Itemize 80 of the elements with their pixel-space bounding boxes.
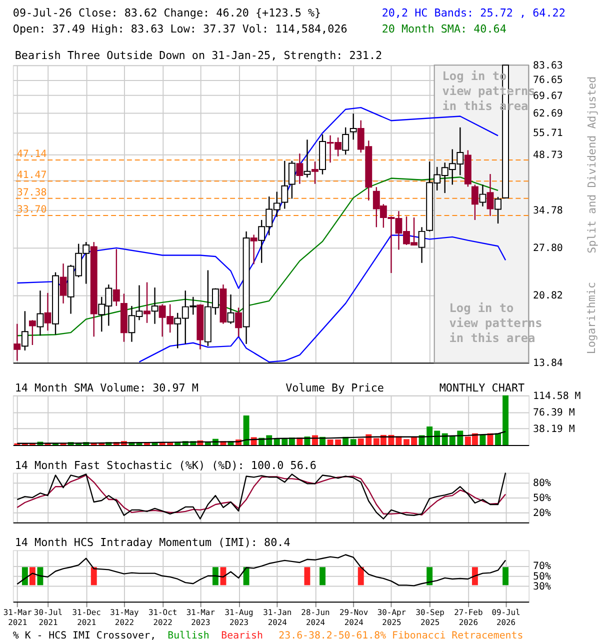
x-tick-label: 31-Aug 2023 <box>224 608 254 627</box>
x-tick-label: 31-Mar 2021 <box>3 608 32 627</box>
y-tick-label: 50% <box>533 493 551 504</box>
candlestick <box>342 126 350 156</box>
bar <box>243 415 250 445</box>
candlestick <box>36 290 44 336</box>
y-tick-label: 20% <box>533 508 551 519</box>
x-tick-label: 31-Dec 2021 <box>72 608 102 627</box>
x-tick-label: 31-Jan 2024 <box>263 608 292 627</box>
y-axis-title: Split and Dividend Adjusted <box>586 76 599 254</box>
x-tick-label: 29-Nov 2024 <box>340 608 368 627</box>
candlestick <box>28 320 36 346</box>
line-series <box>16 554 506 586</box>
ref-line-label: 47.14 <box>16 148 47 160</box>
candlestick <box>296 152 304 184</box>
text: MONTHLY CHART <box>439 381 526 394</box>
candlestick <box>60 262 67 304</box>
candlestick <box>144 282 150 324</box>
y-tick-label: 38.19 M <box>533 424 575 435</box>
text: 23.6-38.2-50-61.8% Fibonacci Retracements <box>278 630 524 640</box>
y-tick-label: 62.69 <box>533 108 563 120</box>
y-tick-label: 114.58 M <box>533 390 581 402</box>
text: 20 Month SMA: 40.64 <box>382 22 507 36</box>
text: Bearish <box>221 630 263 640</box>
candlestick <box>288 160 296 200</box>
candlestick <box>235 307 242 338</box>
y-tick-label: 27.80 <box>533 242 563 254</box>
x-tick-label: 31-Mar 2023 <box>186 608 216 627</box>
text: 14 Month SMA Volume: 30.97 M <box>14 381 199 394</box>
bar <box>480 434 486 445</box>
x-tick-label: 28-Jun 2024 <box>301 608 330 627</box>
candlestick <box>304 139 311 178</box>
x-tick-label: 30-Jul 2021 <box>34 608 63 627</box>
x-tick-label: 09-Jul 2026 <box>492 608 520 627</box>
chart-subtitle: Open: 37.49 High: 83.63 Low: 37.37 Vol: 114,584,026 <box>12 22 348 36</box>
x-tick-label: 31-May 2022 <box>110 608 139 627</box>
y-tick-label: 70% <box>533 561 551 572</box>
candlestick <box>250 234 258 265</box>
y-tick-label: 55.71 <box>533 128 563 139</box>
candlestick <box>14 323 21 362</box>
candlestick <box>350 112 357 140</box>
x-tick-label: 27-Feb 2026 <box>454 608 483 627</box>
candlestick <box>227 294 234 324</box>
text: Volume By Price <box>286 381 384 394</box>
candlestick <box>21 310 28 352</box>
text: 14 Month HCS Intraday Momentum (IMI): 80.4 <box>14 536 291 550</box>
x-tick-label: 30-Apr 2025 <box>377 608 406 627</box>
y-tick-label: 20.82 <box>533 290 563 302</box>
candlestick <box>312 160 318 184</box>
text: 14 Month Fast Stochastic (%K) (%D): 100.0 56.6 <box>14 458 316 472</box>
text: Logarithmic <box>585 282 598 354</box>
y-tick-label: 13.84 <box>533 358 563 370</box>
chart-title: 09-Jul-26 Close: 83.62 Change: 46.20 {+123.5 %} <box>12 6 322 20</box>
bar <box>350 439 356 445</box>
x-tick-label: 30-Sep 2025 <box>416 608 445 627</box>
text: Bullish <box>168 630 210 640</box>
candlestick <box>471 184 478 221</box>
candlestick <box>151 286 158 324</box>
y-tick-label: 30% <box>533 582 551 593</box>
ref-line-label: 33.70 <box>16 204 47 216</box>
candlestick <box>418 226 426 264</box>
candlestick <box>112 248 120 307</box>
x-tick-label: 31-Oct 2022 <box>148 608 178 627</box>
candlestick <box>44 292 52 332</box>
candlestick <box>486 173 494 217</box>
y-tick-label: 76.39 M <box>533 407 575 418</box>
y-tick-label: 50% <box>533 571 551 582</box>
ref-line-label: 41.47 <box>16 170 47 182</box>
candlestick <box>494 196 502 224</box>
candlestick <box>479 184 486 207</box>
y-tick-label: 34.78 <box>533 206 563 217</box>
y-tick-label: 80% <box>533 478 551 490</box>
y-tick-label: 69.67 <box>533 90 563 102</box>
text: Bearish Three Outside Down on 31-Jan-25, Strength: 231.2 <box>14 49 382 62</box>
y-tick-label: 83.63 <box>533 60 563 72</box>
y-tick-label: 76.65 <box>533 75 563 86</box>
ref-line-label: 37.38 <box>16 187 47 198</box>
text: 20,2 HC Bands: 25.72 , 64.22 <box>382 6 566 20</box>
text: % K - HCS IMI Crossover, <box>12 630 156 640</box>
y-tick-label: 48.73 <box>533 150 563 161</box>
